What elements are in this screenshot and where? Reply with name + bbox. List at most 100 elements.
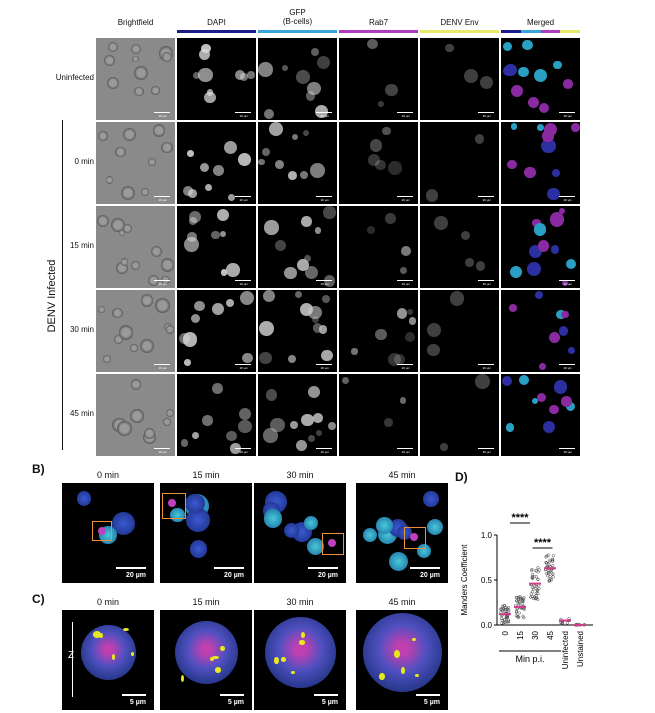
cell xyxy=(469,300,483,314)
cell xyxy=(476,424,483,431)
scale-bar-label: 20 µm xyxy=(401,198,410,202)
cell xyxy=(547,188,560,201)
micrograph-tile: 20 µm xyxy=(96,206,175,288)
group-label: DENV Infected xyxy=(46,259,58,333)
cell xyxy=(550,245,560,254)
cell xyxy=(549,212,565,227)
scale-bar xyxy=(235,112,251,113)
cell xyxy=(194,300,205,312)
micrograph-tile: 5 µm xyxy=(254,610,346,710)
data-point xyxy=(550,559,554,563)
scale-bar xyxy=(410,567,440,569)
cell xyxy=(426,322,442,338)
cell xyxy=(382,126,391,136)
scale-bar xyxy=(220,694,244,696)
cell xyxy=(396,307,408,319)
data-point xyxy=(560,622,564,626)
cell xyxy=(147,158,157,167)
panel-d-label: D) xyxy=(455,470,468,484)
cell xyxy=(281,65,288,72)
cell xyxy=(130,43,141,54)
cell xyxy=(205,183,213,191)
cell xyxy=(480,75,494,89)
cell xyxy=(485,88,492,95)
micrograph-tile: 20 µm xyxy=(177,38,256,120)
cell xyxy=(264,616,336,688)
cell xyxy=(399,266,407,274)
micrograph-tile: 20 µm xyxy=(501,122,580,204)
scale-bar xyxy=(235,364,251,365)
cell xyxy=(305,91,316,101)
x-tick-label: 0 xyxy=(501,630,510,635)
y-tick-label: 1.0 xyxy=(481,531,493,540)
cell xyxy=(461,271,475,285)
scale-bar-label: 20 µm xyxy=(420,572,440,579)
micrograph-tile: 20 µm xyxy=(96,38,175,120)
cell xyxy=(123,127,137,142)
env-puncta xyxy=(219,645,226,651)
significance-marker: **** xyxy=(534,537,552,549)
data-point xyxy=(546,574,550,578)
scale-bar-label: 20 µm xyxy=(239,198,248,202)
cell xyxy=(301,413,315,427)
scale-bar xyxy=(308,567,338,569)
data-point xyxy=(530,568,534,573)
cell xyxy=(76,491,92,506)
data-point xyxy=(518,594,522,599)
cell xyxy=(299,170,308,179)
cell xyxy=(456,82,471,97)
cell xyxy=(321,350,333,362)
scale-bar-label: 20 µm xyxy=(401,366,410,370)
scale-bar-label: 20 µm xyxy=(563,282,572,286)
micrograph-tile: 20 µm xyxy=(420,38,499,120)
cell xyxy=(501,376,512,387)
panel-c-label: C) xyxy=(32,592,45,606)
cell xyxy=(152,124,166,137)
cell xyxy=(539,102,550,113)
cell xyxy=(80,624,136,680)
cell xyxy=(503,65,515,77)
data-point xyxy=(534,569,538,573)
cell xyxy=(242,352,253,364)
cell xyxy=(362,528,378,543)
cell xyxy=(288,171,298,180)
cell xyxy=(351,348,358,355)
column-header: GFP (B-cells) xyxy=(282,8,313,26)
cell xyxy=(247,71,255,79)
scale-bar xyxy=(478,280,494,281)
cell xyxy=(168,499,176,507)
column-color-bar xyxy=(420,30,499,33)
cell xyxy=(434,291,443,300)
cell xyxy=(328,539,336,547)
cell xyxy=(347,146,356,155)
data-point xyxy=(534,575,539,579)
scale-bar xyxy=(478,364,494,365)
cell xyxy=(427,343,440,357)
scale-bar-label: 20 µm xyxy=(563,114,572,118)
cell xyxy=(417,543,431,558)
scale-bar xyxy=(154,364,170,365)
cell xyxy=(394,354,406,366)
data-point xyxy=(534,584,538,588)
env-puncta xyxy=(131,652,135,656)
cell xyxy=(97,305,106,314)
cell xyxy=(317,56,331,70)
scale-bar-label: 20 µm xyxy=(482,114,491,118)
data-point xyxy=(533,597,538,601)
cell xyxy=(460,230,470,240)
cell xyxy=(432,432,440,440)
cell xyxy=(455,436,461,442)
env-puncta xyxy=(299,640,305,645)
cell xyxy=(261,147,270,157)
micrograph-tile: 20 µm xyxy=(356,483,448,583)
cell xyxy=(536,392,546,403)
data-point xyxy=(515,599,519,603)
micrograph-tile: 20 µm xyxy=(339,206,418,288)
cell xyxy=(542,421,556,434)
data-point xyxy=(514,610,518,614)
scale-bar xyxy=(235,448,251,449)
micrograph-tile: 20 µm xyxy=(339,374,418,456)
scale-bar xyxy=(559,280,575,281)
cell xyxy=(223,141,237,155)
cell xyxy=(259,351,272,365)
